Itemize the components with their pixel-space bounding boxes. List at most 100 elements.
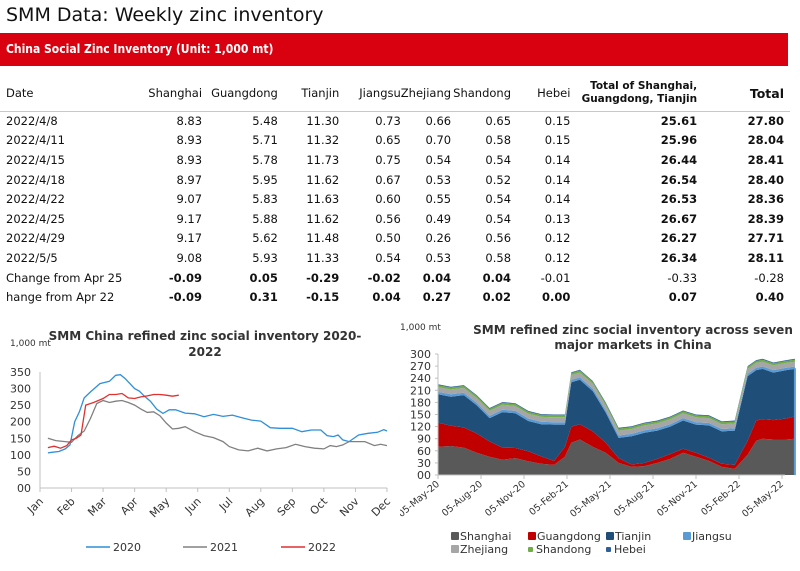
chart1-legend-label-2022: 2022 — [308, 541, 336, 554]
chart1-title-line2: 2022 — [188, 345, 221, 359]
chart2-legend-swatch-Tianjin — [606, 532, 614, 540]
chart1-x-tick-label: Apr — [118, 495, 141, 518]
chart2-legend-label-Shanghai: Shanghai — [460, 530, 511, 543]
header-guangdong: Guangdong — [202, 76, 278, 112]
chart1-x-tick-label: Sep — [275, 495, 299, 519]
row-value: 5.71 — [252, 133, 278, 148]
row-value: 26.67 — [660, 211, 698, 226]
chart2-legend-swatch-Guangdong — [528, 532, 536, 540]
chart2-legend-label-Guangdong: Guangdong — [537, 530, 601, 543]
change-value: -0.28 — [754, 270, 784, 285]
chart1-x-tick-label: Jun — [182, 495, 204, 517]
table-row: 2022/4/22 9.07 5.83 11.63 0.60 0.55 0.54 0.14 26… — [0, 189, 790, 209]
row-value: 26.53 — [660, 192, 698, 207]
row-date: 2022/4/11 — [6, 133, 65, 148]
chart1-x-tick-label: Mar — [85, 495, 109, 519]
row-value: 11.48 — [306, 231, 340, 246]
chart1-y-unit: 1,000 mt — [10, 339, 51, 349]
chart2-legend-label-Hebei: Hebei — [614, 543, 646, 556]
row-value: 28.41 — [747, 152, 784, 167]
header-jiangsu: Jiangsu — [339, 76, 401, 112]
chart1-y-tick-label: 50 — [17, 465, 31, 478]
row-value: 25.96 — [660, 133, 698, 148]
row-value: 11.63 — [306, 192, 340, 207]
change-value: 0.31 — [249, 290, 278, 305]
chart1-legend-label-2021: 2021 — [210, 541, 238, 554]
row-value: 8.93 — [176, 152, 203, 167]
row-value: 0.15 — [544, 133, 571, 148]
change-value: -0.01 — [540, 270, 571, 285]
table-row: 2022/5/5 9.08 5.93 11.33 0.54 0.53 0.58 0.12 26.… — [0, 248, 790, 268]
change-value: -0.09 — [168, 290, 203, 305]
row-value: 0.54 — [425, 152, 452, 167]
row-value: 11.30 — [306, 114, 340, 129]
header-total3-line1: Total of Shanghai, — [590, 80, 698, 93]
chart1-legend-label-2020: 2020 — [113, 541, 141, 554]
chart2-y-tick-label: 240 — [410, 372, 431, 385]
header-zhejiang: Zhejiang — [400, 76, 452, 112]
chart2-y-tick-label: 150 — [410, 409, 431, 422]
change-row: hange from Apr 22 -0.09 0.31 -0.15 0.04 0.27 0… — [0, 287, 790, 307]
row-date: 2022/4/8 — [6, 114, 58, 129]
header-shandong: Shandong — [451, 76, 512, 112]
row-value: 27.80 — [747, 114, 784, 129]
chart1-x-tick-label: Jan — [24, 495, 46, 517]
chart2-y-tick-label: 60 — [417, 445, 431, 458]
row-value: 27.71 — [747, 231, 784, 246]
chart1-series — [47, 374, 388, 454]
row-value: 0.65 — [485, 114, 512, 129]
chart1-y-tick-label: 100 — [10, 449, 31, 462]
chart2-y-tick-label: 90 — [417, 433, 431, 446]
row-value: 26.34 — [660, 250, 698, 265]
row-value: 11.32 — [306, 133, 340, 148]
change-value: -0.15 — [306, 290, 340, 305]
change-label: Change from Apr 25 — [6, 270, 123, 285]
row-value: 0.13 — [544, 211, 571, 226]
row-date: 2022/4/18 — [6, 172, 65, 187]
chart1-y-tick-label: 350 — [10, 366, 31, 379]
row-value: 5.48 — [252, 114, 278, 129]
row-date: 2022/5/5 — [6, 250, 58, 265]
row-value: 9.08 — [176, 250, 203, 265]
row-value: 0.56 — [485, 231, 512, 246]
chart2-legend-swatch-Hebei — [606, 547, 611, 552]
row-value: 0.75 — [375, 152, 401, 167]
header-shanghai: Shanghai — [134, 76, 203, 112]
chart2-y-tick-label: 210 — [410, 384, 431, 397]
row-value: 28.04 — [747, 133, 784, 148]
row-value: 28.40 — [747, 172, 784, 187]
row-value: 0.58 — [485, 250, 512, 265]
chart1-title-line1: SMM China refined zinc social inventory … — [49, 329, 362, 343]
chart1-y-tick-label: 00 — [17, 482, 31, 495]
chart1-y-tick-label: 150 — [10, 432, 31, 445]
chart2-y-tick-label: 00 — [417, 469, 431, 482]
change-value: 0.04 — [422, 270, 452, 285]
row-value: 5.93 — [252, 250, 278, 265]
chart2-area-Jiangsu — [438, 366, 795, 438]
row-value: 0.52 — [485, 172, 512, 187]
chart2-x-tick-label: 05-Nov-20 — [483, 479, 528, 519]
chart1-y-tick-label: 250 — [10, 399, 31, 412]
chart1-y-tick-label: 200 — [10, 416, 31, 429]
chart2-title-line1: SMM refined zinc social inventory across… — [473, 323, 793, 337]
row-value: 26.27 — [660, 231, 698, 246]
chart1-x-tick-label: Oct — [307, 494, 330, 517]
chart2-area-Tianjin — [438, 368, 795, 465]
row-value: 0.50 — [375, 231, 401, 246]
row-value: 0.66 — [425, 114, 452, 129]
chart1-x-tick-label: Aug — [243, 495, 267, 519]
header-hebei: Hebei — [511, 76, 571, 112]
line-chart-2020-2022: SMM China refined zinc social inventory … — [10, 329, 393, 554]
row-value: 0.54 — [375, 250, 401, 265]
row-value: 28.36 — [747, 192, 784, 207]
change-label: hange from Apr 22 — [6, 290, 115, 305]
header-tianjin: Tianjin — [277, 76, 340, 112]
chart2-y-tick-label: 300 — [410, 348, 431, 361]
chart1-series-2020 — [47, 374, 388, 454]
chart2-area-Shandong — [438, 359, 795, 431]
chart1-series-2021 — [47, 399, 388, 452]
chart2-areas — [438, 358, 796, 475]
chart1-x-tick-label: Feb — [55, 495, 78, 518]
change-value: 0.05 — [249, 270, 278, 285]
chart2-area-Zhejiang — [438, 361, 795, 436]
